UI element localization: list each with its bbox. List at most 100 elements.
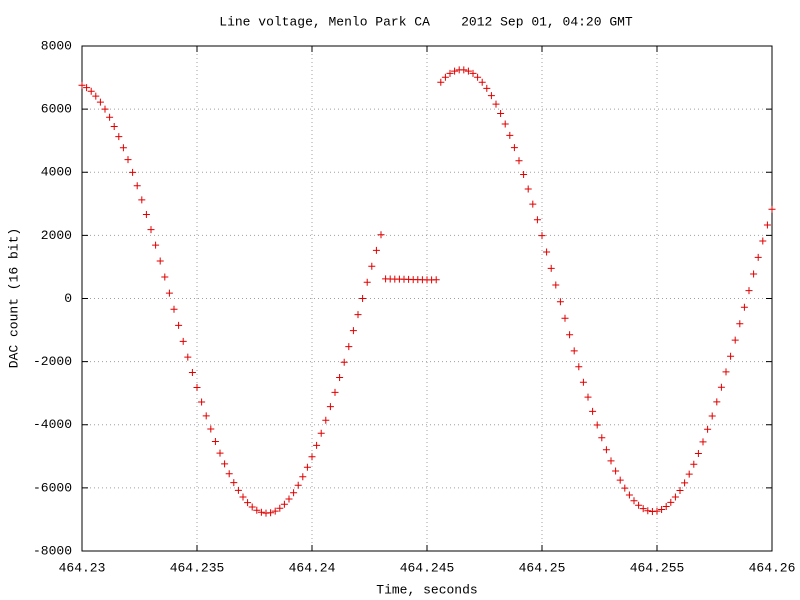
data-point — [538, 232, 546, 240]
data-point — [759, 237, 767, 245]
data-point — [244, 499, 252, 507]
x-tick-label: 464.245 — [400, 560, 455, 575]
data-point — [437, 78, 445, 86]
data-point — [106, 113, 114, 121]
data-point — [225, 470, 233, 478]
data-point — [497, 110, 505, 118]
x-tick-label: 464.24 — [289, 560, 336, 575]
data-point — [570, 347, 578, 355]
data-point — [446, 69, 454, 77]
data-point — [602, 446, 610, 454]
y-tick-label: 8000 — [41, 38, 72, 53]
data-point — [142, 210, 150, 218]
data-point — [377, 231, 385, 239]
data-point — [313, 441, 321, 449]
data-point — [676, 487, 684, 495]
data-point — [110, 122, 118, 130]
data-point — [533, 216, 541, 224]
data-point — [92, 92, 100, 100]
y-tick-label: -8000 — [33, 543, 72, 558]
data-point — [658, 505, 666, 513]
data-point — [115, 133, 123, 141]
y-tick-label: 0 — [64, 291, 72, 306]
data-point — [257, 508, 265, 516]
data-point — [750, 270, 758, 278]
data-point — [451, 67, 459, 75]
data-point — [363, 278, 371, 286]
data-point — [239, 493, 247, 501]
data-point — [713, 398, 721, 406]
data-point — [589, 407, 597, 415]
data-point — [630, 497, 638, 505]
data-point — [593, 421, 601, 429]
data-point — [699, 438, 707, 446]
y-tick-label: -6000 — [33, 480, 72, 495]
data-point — [179, 337, 187, 345]
data-point — [616, 476, 624, 484]
data-point — [561, 314, 569, 322]
data-point — [156, 257, 164, 265]
data-point — [745, 287, 753, 295]
data-point — [625, 491, 633, 499]
data-point — [211, 437, 219, 445]
data-point — [124, 156, 132, 164]
data-point — [83, 84, 91, 92]
data-point — [474, 73, 482, 81]
data-point — [464, 67, 472, 75]
data-point — [478, 78, 486, 86]
data-point — [754, 253, 762, 261]
data-point — [119, 144, 127, 152]
data-point — [727, 352, 735, 360]
data-point — [556, 298, 564, 306]
data-point — [129, 168, 137, 176]
data-point — [690, 460, 698, 468]
data-point — [598, 434, 606, 442]
data-point — [515, 157, 523, 165]
data-point — [704, 425, 712, 433]
data-point — [575, 363, 583, 371]
data-point — [170, 305, 178, 313]
data-point — [188, 369, 196, 377]
data-point — [198, 398, 206, 406]
data-point — [248, 503, 256, 511]
data-point — [331, 388, 339, 396]
data-point — [372, 246, 380, 254]
data-point — [193, 384, 201, 392]
data-point — [584, 393, 592, 401]
data-point — [671, 493, 679, 501]
data-point — [96, 98, 104, 106]
data-point — [161, 273, 169, 281]
x-tick-label: 464.25 — [519, 560, 566, 575]
chart-title: Line voltage, Menlo Park CA 2012 Sep 01,… — [219, 14, 633, 29]
data-point — [432, 276, 440, 284]
data-point — [607, 457, 615, 465]
data-point — [529, 200, 537, 208]
data-point — [469, 69, 477, 77]
data-point — [175, 321, 183, 329]
data-point — [308, 453, 316, 461]
x-tick-label: 464.235 — [170, 560, 225, 575]
data-point — [345, 343, 353, 351]
data-point — [271, 507, 279, 515]
x-tick-label: 464.23 — [59, 560, 106, 575]
data-point — [543, 248, 551, 256]
data-point — [681, 479, 689, 487]
data-point — [708, 412, 716, 420]
data-point — [336, 373, 344, 381]
x-axis-label: Time, seconds — [376, 582, 477, 597]
data-point — [483, 84, 491, 92]
data-point — [276, 504, 284, 512]
data-point — [492, 100, 500, 108]
y-tick-label: 6000 — [41, 102, 72, 117]
data-point — [644, 507, 652, 515]
data-point — [768, 205, 776, 213]
data-point — [322, 416, 330, 424]
data-point — [763, 221, 771, 229]
data-point — [731, 336, 739, 344]
data-point — [685, 470, 693, 478]
data-point — [717, 383, 725, 391]
data-point — [506, 131, 514, 139]
data-point — [736, 320, 744, 328]
data-point — [612, 467, 620, 475]
